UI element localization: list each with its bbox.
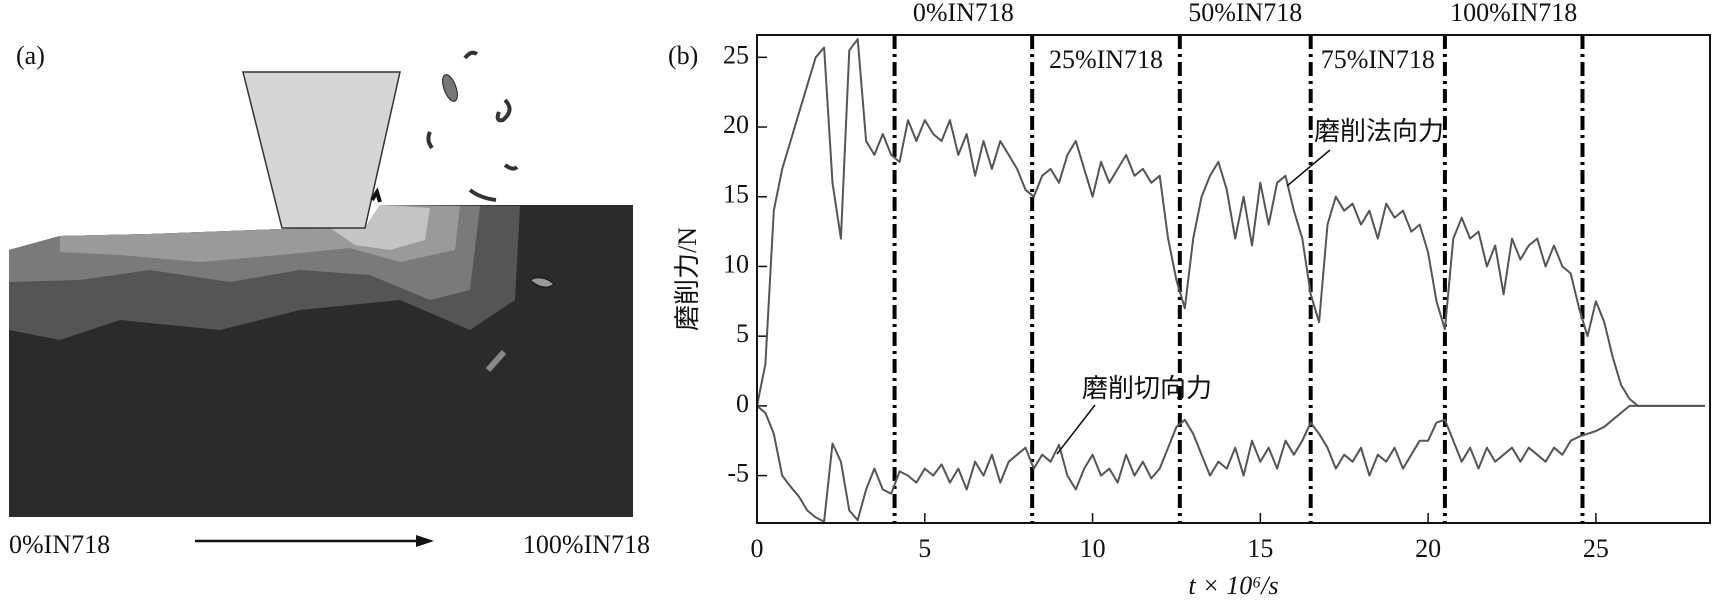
callout-leader: [1056, 404, 1096, 455]
region-label: 75%IN718: [1321, 45, 1435, 74]
y-axis-label: 磨削力/N: [673, 227, 702, 331]
y-tick-label: 20: [723, 110, 749, 139]
start-label: 0%IN718: [9, 530, 110, 559]
panel-label: (b): [668, 41, 698, 70]
series-label: 磨削切向力: [1082, 374, 1212, 403]
region-label: 50%IN718: [1188, 0, 1302, 27]
chip: [426, 131, 434, 150]
end-label: 100%IN718: [523, 530, 650, 559]
region-label: 25%IN718: [1049, 45, 1163, 74]
force-line: [756, 38, 1705, 407]
x-tick-label: 15: [1247, 534, 1273, 563]
chip: [495, 98, 512, 123]
y-tick-label: 15: [723, 180, 749, 209]
chip: [468, 188, 497, 202]
arrow-head: [416, 535, 434, 547]
x-tick-label: 20: [1415, 534, 1441, 563]
heat-zone: [330, 205, 430, 250]
y-tick-label: -5: [727, 459, 749, 488]
callout-leader: [1286, 149, 1331, 187]
chip: [370, 187, 382, 203]
layer-lighter: [60, 205, 460, 262]
panel-a: (a) 0%IN718 100%IN718: [9, 41, 650, 559]
y-tick-label: 25: [723, 40, 749, 69]
chip: [463, 50, 479, 60]
series-label: 磨削法向力: [1314, 117, 1444, 146]
y-tick-label: 10: [723, 249, 749, 278]
panel-b: (b) 0 5 10 15 20 25 -5 0 5 10 15 20 25 t × 10⁶/s 磨削力/N…: [668, 0, 1711, 600]
region-label: 100%IN718: [1450, 0, 1577, 27]
x-tick-label: 0: [751, 534, 764, 563]
x-axis-label: t × 10⁶/s: [1188, 571, 1278, 600]
y-tick-label: 5: [736, 319, 749, 348]
region-label: 0%IN718: [913, 0, 1014, 27]
chip: [503, 163, 519, 171]
y-tick-label: 0: [736, 389, 749, 418]
x-tick-label: 25: [1583, 534, 1609, 563]
force-line: [756, 404, 1705, 523]
x-tick-label: 10: [1080, 534, 1106, 563]
grinding-tool: [242, 71, 401, 229]
x-tick-label: 5: [918, 534, 931, 563]
chip: [529, 277, 555, 288]
chip: [485, 350, 507, 372]
panel-label: (a): [16, 41, 45, 70]
plot-frame: [756, 34, 1711, 524]
chip: [442, 74, 458, 102]
